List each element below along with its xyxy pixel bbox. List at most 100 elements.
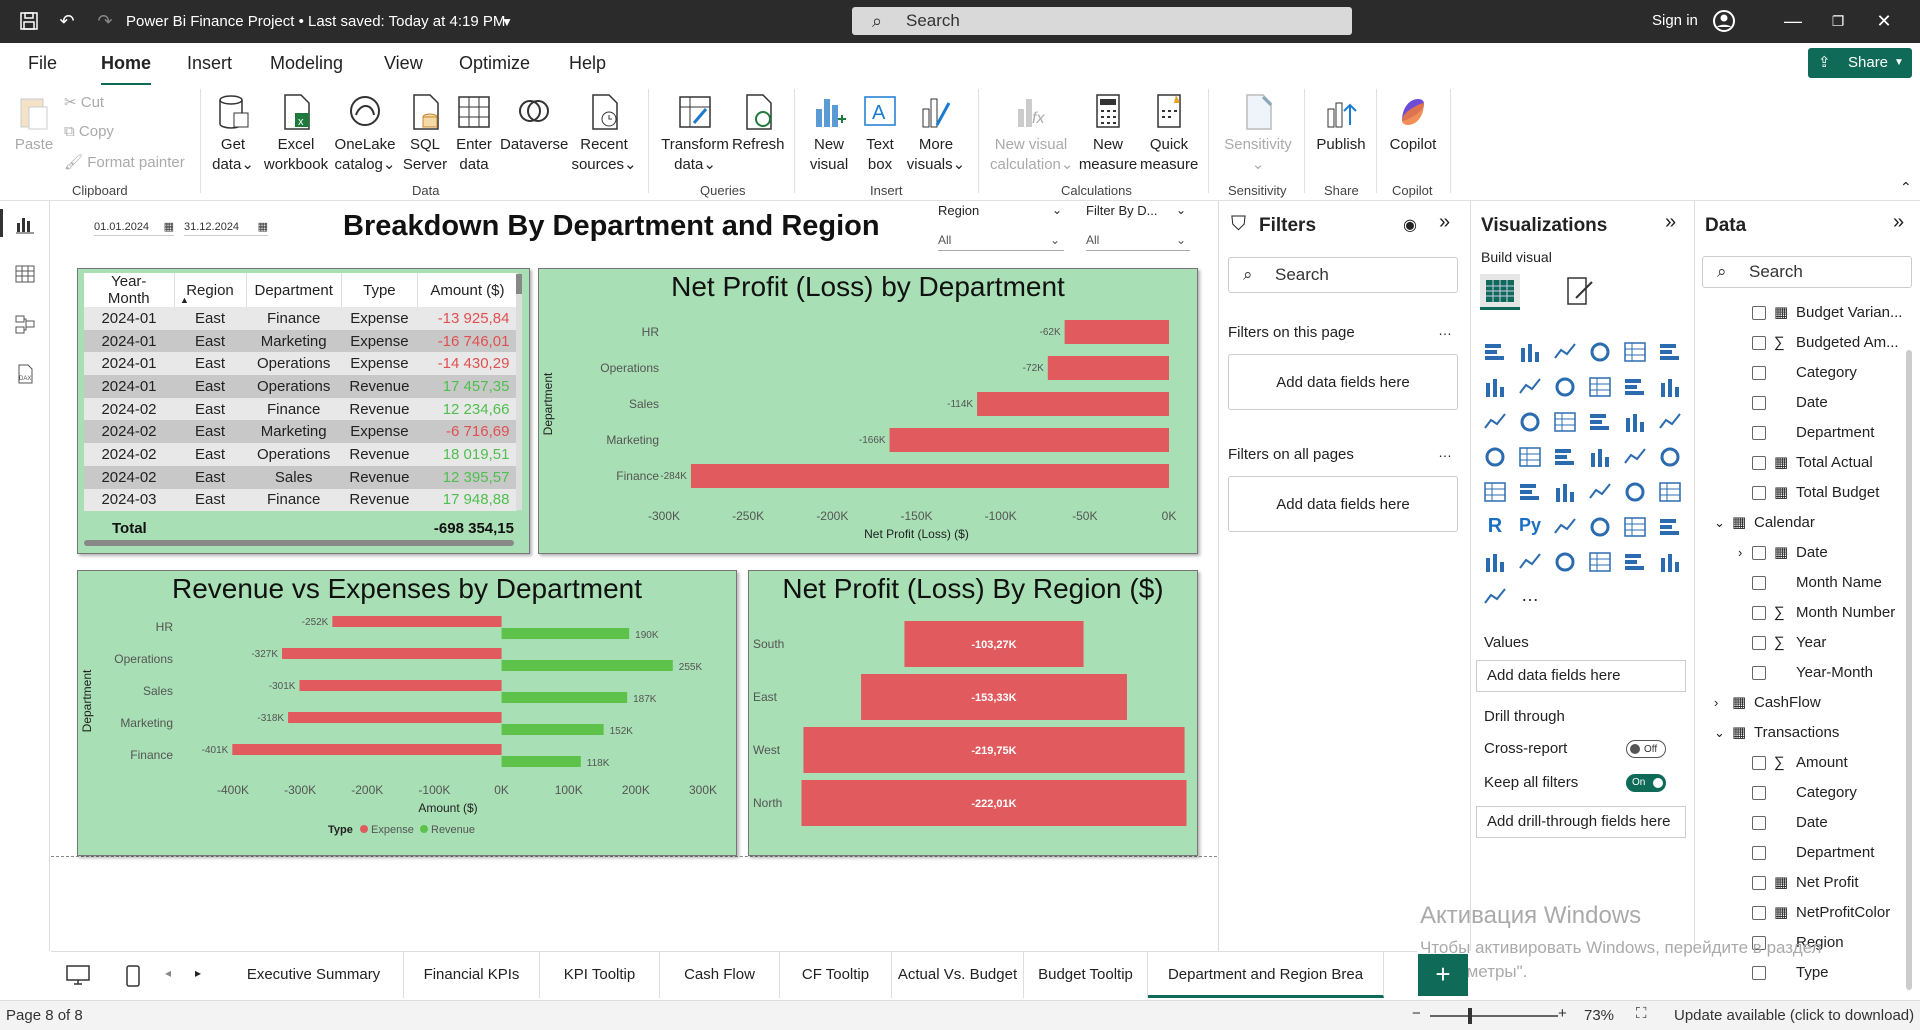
desktop-layout-icon[interactable] [65, 964, 91, 989]
table-row[interactable]: 2024-01 East Operations Expense -14 430,29 [84, 352, 518, 376]
expense-bar[interactable] [282, 648, 502, 659]
field-checkbox[interactable] [1752, 906, 1766, 920]
table-horizontal-scrollbar[interactable] [84, 540, 514, 546]
field-checkbox[interactable] [1752, 846, 1766, 860]
refresh-button[interactable]: Refresh [732, 91, 785, 155]
onelake-catalog-button[interactable]: OneLake catalog⌄ [332, 91, 398, 175]
stacked-area-visual-icon[interactable] [1552, 375, 1578, 399]
line-stacked-column-visual-icon[interactable] [1657, 375, 1683, 399]
net-profit-by-department-chart[interactable]: Net Profit (Loss) by Department HR -62K Op… [538, 268, 1198, 554]
100-area-visual-icon[interactable] [1587, 375, 1613, 399]
mobile-layout-icon[interactable] [125, 964, 141, 991]
kpi-visual-icon[interactable] [1552, 480, 1578, 504]
bar[interactable] [1064, 320, 1169, 344]
power-automate-visual-icon[interactable] [1622, 550, 1648, 574]
data-pane-scrollbar[interactable] [1906, 350, 1912, 990]
account-icon[interactable] [1712, 9, 1735, 32]
line-visual-icon[interactable] [1482, 375, 1508, 399]
expense-bar[interactable] [332, 616, 502, 627]
get-data-button[interactable]: Get data⌄ [208, 91, 258, 175]
publish-button[interactable]: Publish [1314, 91, 1368, 155]
revenue-bar[interactable] [501, 628, 630, 639]
recent-sources-button[interactable]: Recent sources⌄ [570, 91, 638, 175]
eye-icon[interactable]: ◉ [1403, 217, 1417, 234]
100-column-visual-icon[interactable] [1657, 340, 1683, 364]
page-filter-dropzone[interactable]: Add data fields here [1228, 354, 1458, 410]
share-button[interactable]: ⇪ Share ▼ [1808, 48, 1912, 78]
all-pages-filter-dropzone[interactable]: Add data fields here [1228, 476, 1458, 532]
card-visual-icon[interactable] [1482, 480, 1508, 504]
key-influencers-visual-icon[interactable] [1552, 515, 1578, 539]
region-bar[interactable] [801, 780, 1187, 826]
model-view-icon[interactable] [14, 313, 36, 335]
drill-through-dropzone[interactable]: Add drill-through fields here [1476, 806, 1686, 838]
revenue-vs-expenses-chart[interactable]: Revenue vs Expenses by Department HR -252… [77, 570, 737, 856]
funnel-visual-icon[interactable] [1552, 410, 1578, 434]
global-search-input[interactable]: ⌕ Search [852, 7, 1352, 35]
date-from-input[interactable]: 01.01.2024 ▦ [94, 218, 174, 236]
page-tab[interactable]: Financial KPIs [404, 952, 540, 998]
fabric-visual-icon[interactable] [1657, 550, 1683, 574]
col-header-type[interactable]: Type [341, 273, 418, 307]
treemap-visual-icon[interactable] [1482, 445, 1508, 469]
collapse-ribbon-icon[interactable]: ⌃ [1900, 179, 1912, 195]
matrix-visual-icon[interactable] [1657, 480, 1683, 504]
expense-bar[interactable] [288, 712, 502, 723]
clustered-column-visual-icon[interactable] [1587, 340, 1613, 364]
table-row[interactable]: 2024-02 East Marketing Expense -6 716,69 [84, 420, 518, 444]
paste-button[interactable]: Paste [14, 91, 54, 155]
update-available-link[interactable]: Update available (click to download) [1674, 1007, 1915, 1024]
col-header-region[interactable]: Region [174, 273, 247, 307]
table-row[interactable]: 2024-01 East Marketing Expense -16 746,01 [84, 329, 518, 353]
pie-visual-icon[interactable] [1622, 410, 1648, 434]
clustered-bar-visual-icon[interactable] [1552, 340, 1578, 364]
table-visual-icon[interactable] [1622, 480, 1648, 504]
undo-icon[interactable]: ↶ [59, 11, 75, 31]
cross-report-toggle[interactable]: Off [1626, 740, 1666, 758]
scrollbar-thumb[interactable] [516, 274, 522, 294]
report-visual-icon[interactable] [1552, 550, 1578, 574]
field-checkbox[interactable] [1752, 456, 1766, 470]
page-tab[interactable]: KPI Tooltip [540, 952, 660, 998]
page-tab[interactable]: Actual Vs. Budget [892, 952, 1024, 998]
add-page-button[interactable]: + [1418, 954, 1468, 996]
zoom-slider[interactable] [1430, 1008, 1558, 1024]
legend-entry[interactable]: Revenue [431, 824, 475, 836]
col-header-department[interactable]: Department [246, 273, 342, 307]
net-profit-by-region-chart[interactable]: Net Profit (Loss) By Region ($) -103,27K… [748, 570, 1198, 856]
text-box-button[interactable]: A Text box [858, 91, 902, 175]
field-checkbox[interactable] [1752, 666, 1766, 680]
revenue-bar[interactable] [501, 724, 604, 735]
col-header-amount[interactable]: Amount ($) [417, 273, 518, 307]
copilot-button[interactable]: Copilot [1386, 91, 1440, 155]
new-visual-button[interactable]: New visual [804, 91, 854, 175]
chevron-down-icon[interactable]: ⌄ [1714, 515, 1725, 530]
page-tab[interactable]: Department and Region Brea [1148, 952, 1384, 998]
table-scrollbar[interactable] [516, 274, 522, 510]
donut-visual-icon[interactable] [1657, 410, 1683, 434]
chevron-down-icon[interactable]: ⌄ [1714, 725, 1725, 740]
page-tab[interactable]: Executive Summary [224, 952, 404, 998]
menu-file[interactable]: File [28, 53, 58, 73]
table-row[interactable]: 2024-02 East Operations Revenue 18 019,51 [84, 443, 518, 466]
field-checkbox[interactable] [1752, 576, 1766, 590]
region-slicer[interactable]: Region ⌄ All ⌄ [938, 203, 1068, 251]
department-slicer-dropdown[interactable]: All ⌄ [1086, 229, 1190, 251]
scatter-visual-icon[interactable] [1587, 410, 1613, 434]
revenue-bar[interactable] [501, 756, 581, 767]
title-dropdown-icon[interactable]: ▼ [501, 15, 513, 29]
tab-scroll-right-icon[interactable]: ▸ [195, 966, 202, 980]
fit-to-page-icon[interactable]: ⛶ [1636, 1005, 1647, 1022]
zoom-in-icon[interactable]: + [1558, 1005, 1567, 1022]
line-column-visual-icon[interactable] [1622, 375, 1648, 399]
dataverse-button[interactable]: Dataverse [500, 91, 568, 155]
table-row[interactable]: 2024-02 East Sales Revenue 12 395,57 [84, 465, 518, 489]
page-tab[interactable]: Budget Tooltip [1024, 952, 1148, 998]
field-checkbox[interactable] [1752, 816, 1766, 830]
menu-modeling[interactable]: Modeling [270, 53, 344, 73]
bar[interactable] [977, 392, 1169, 416]
date-to-input[interactable]: 31.12.2024 ▦ [184, 218, 268, 236]
multi-row-card-visual-icon[interactable] [1517, 480, 1543, 504]
field-checkbox[interactable] [1752, 636, 1766, 650]
stacked-column-visual-icon[interactable] [1517, 340, 1543, 364]
